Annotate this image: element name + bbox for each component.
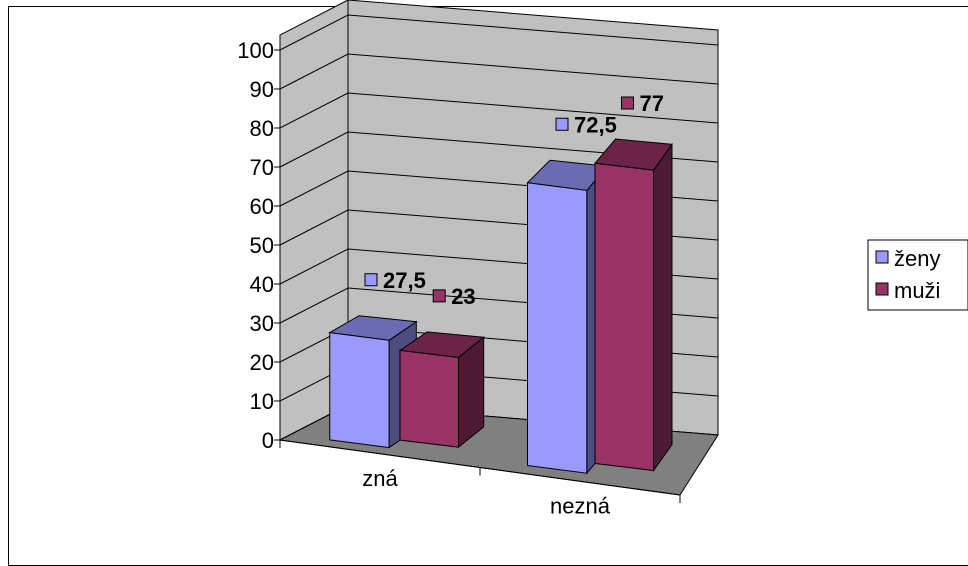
chart-svg: 0 10 20 30 40 50 60 70 80 90 100 zná nezná 27,5 23 72… (237, 0, 968, 519)
legend-swatch (875, 250, 889, 264)
legend-label: ženy (894, 246, 940, 271)
y-tick-label: 40 (250, 272, 274, 297)
data-label-marker (432, 289, 446, 303)
data-label: 72,5 (574, 112, 617, 137)
chart-axes (274, 49, 681, 503)
x-category-label: nezná (550, 493, 611, 518)
y-tick-label: 30 (250, 311, 274, 336)
data-labels: 27,5 23 72,5 77 (364, 91, 664, 309)
x-category-label: zná (362, 466, 398, 491)
data-label-marker (620, 96, 634, 110)
x-axis-category-labels: zná nezná (362, 466, 610, 519)
y-tick-label: 20 (250, 350, 274, 375)
legend-swatch (875, 282, 889, 296)
y-axis-tick-labels: 0 10 20 30 40 50 60 70 80 90 100 (237, 38, 274, 453)
gridline (279, 131, 719, 168)
y-tick-label: 80 (250, 116, 274, 141)
bar-side (653, 142, 673, 473)
y-tick-label: 60 (250, 194, 274, 219)
legend: ženy muži (867, 239, 968, 311)
y-tick-label: 100 (237, 38, 274, 63)
bar (399, 349, 459, 448)
gridline (279, 92, 719, 129)
legend-label: muži (894, 278, 940, 303)
data-label: 77 (639, 91, 663, 116)
data-label-marker (364, 273, 378, 287)
y-tick-label: 70 (250, 155, 274, 180)
gridline (279, 14, 719, 51)
chart-bars (328, 138, 673, 475)
data-label-marker (555, 117, 569, 131)
gridline (279, 53, 719, 90)
data-label: 23 (451, 284, 475, 309)
bar (329, 332, 390, 449)
bar (527, 182, 588, 474)
y-tick-label: 50 (250, 233, 274, 258)
y-tick-label: 0 (262, 428, 274, 453)
bar (594, 162, 655, 472)
y-tick-label: 90 (250, 77, 274, 102)
data-label: 27,5 (383, 268, 426, 293)
y-tick-label: 10 (250, 389, 274, 414)
